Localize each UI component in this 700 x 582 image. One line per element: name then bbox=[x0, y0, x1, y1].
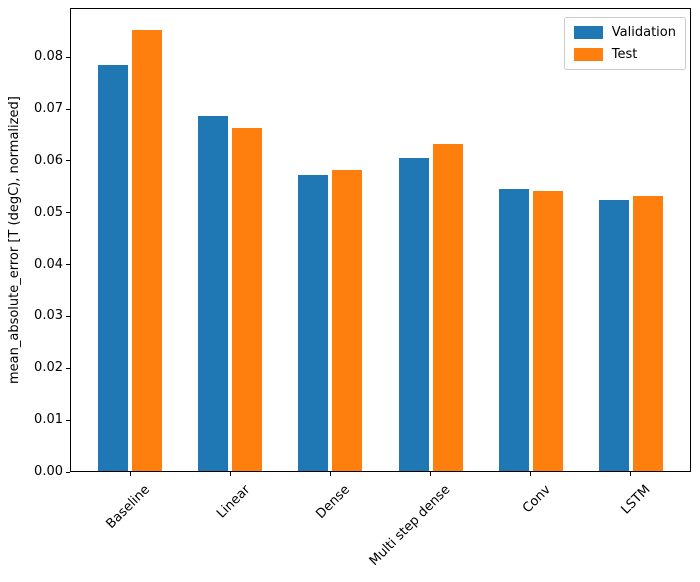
y-tick-label: 0.07 bbox=[34, 101, 63, 117]
y-tick-mark bbox=[66, 160, 70, 162]
bar-validation-2 bbox=[298, 175, 329, 472]
legend-item-test: Test bbox=[573, 47, 676, 62]
bar-validation-5 bbox=[598, 200, 629, 472]
bar-validation-0 bbox=[98, 65, 129, 472]
bar-validation-1 bbox=[198, 116, 229, 472]
bar-validation-4 bbox=[498, 189, 529, 472]
legend-item-validation: Validation bbox=[573, 25, 676, 40]
bar-test-4 bbox=[532, 191, 563, 472]
x-tick-mark bbox=[329, 472, 331, 476]
y-tick-label: 0.06 bbox=[34, 152, 63, 168]
y-tick-mark bbox=[66, 56, 70, 58]
x-tick-label: Baseline bbox=[103, 482, 154, 532]
x-tick-label: LSTM bbox=[618, 482, 654, 518]
y-tick-mark bbox=[66, 471, 70, 473]
y-tick-mark bbox=[66, 264, 70, 266]
bar-test-2 bbox=[332, 169, 363, 472]
y-tick-label: 0.02 bbox=[34, 360, 63, 376]
y-tick-mark bbox=[66, 419, 70, 421]
legend-swatch-icon bbox=[573, 48, 603, 61]
y-tick-label: 0.05 bbox=[34, 204, 63, 220]
plot-frame bbox=[70, 8, 691, 472]
x-tick-label: Dense bbox=[313, 482, 354, 522]
legend-swatch-icon bbox=[573, 26, 603, 39]
y-tick-label: 0.04 bbox=[34, 256, 63, 272]
x-tick-label: Conv bbox=[519, 482, 554, 517]
legend-label: Test bbox=[611, 47, 638, 62]
legend-label: Validation bbox=[611, 25, 676, 40]
y-tick-label: 0.00 bbox=[34, 464, 63, 479]
y-tick-label: 0.03 bbox=[34, 308, 63, 324]
y-axis-label: mean_absolute_error [T (degC), normalize… bbox=[7, 96, 22, 384]
bar-validation-3 bbox=[398, 157, 429, 472]
y-tick-mark bbox=[66, 315, 70, 317]
y-tick-mark bbox=[66, 108, 70, 110]
bar-test-3 bbox=[432, 144, 463, 472]
y-tick-label: 0.01 bbox=[34, 412, 63, 428]
x-tick-mark bbox=[430, 472, 432, 476]
x-tick-mark bbox=[129, 472, 131, 476]
x-tick-mark bbox=[630, 472, 632, 476]
bar-test-5 bbox=[632, 195, 663, 472]
legend: Validation Test bbox=[563, 17, 686, 70]
x-tick-label: Linear bbox=[213, 482, 254, 522]
x-tick-mark bbox=[530, 472, 532, 476]
legend-items: Validation Test bbox=[573, 25, 676, 62]
x-tick-mark bbox=[229, 472, 231, 476]
bar-test-0 bbox=[132, 30, 163, 472]
bar-test-1 bbox=[232, 128, 263, 472]
y-tick-mark bbox=[66, 367, 70, 369]
y-tick-mark bbox=[66, 212, 70, 214]
x-tick-label: Multi step dense bbox=[366, 482, 454, 569]
y-tick-label: 0.08 bbox=[34, 49, 63, 65]
